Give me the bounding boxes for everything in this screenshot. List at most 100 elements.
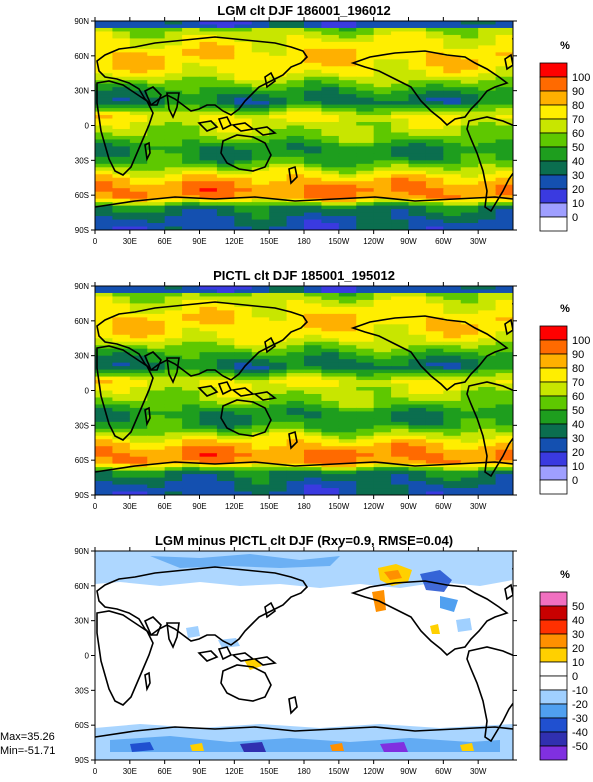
field-cell	[356, 286, 375, 291]
field-cell	[95, 418, 114, 423]
field-cell	[478, 383, 497, 388]
field-cell	[391, 48, 410, 53]
field-cell	[391, 362, 410, 367]
field-cell	[460, 310, 479, 315]
field-cell	[478, 122, 497, 127]
field-cell	[460, 212, 479, 217]
field-cell	[391, 59, 410, 64]
field-cell	[164, 55, 183, 60]
field-cell	[443, 205, 462, 210]
field-cell	[304, 320, 323, 325]
field-cell	[478, 320, 497, 325]
field-cell	[286, 177, 305, 182]
field-cell	[129, 205, 148, 210]
field-cell	[147, 463, 166, 468]
field-cell	[408, 111, 427, 116]
field-cell	[129, 331, 148, 336]
field-cell	[286, 55, 305, 60]
field-cell	[95, 449, 114, 454]
field-cell	[199, 160, 218, 165]
field-cell	[251, 428, 270, 433]
field-cell	[460, 181, 479, 186]
field-cell	[373, 135, 392, 141]
field-cell	[391, 341, 410, 346]
field-cell	[460, 219, 479, 224]
field-cell	[216, 163, 235, 168]
field-cell	[182, 463, 201, 468]
field-cell	[356, 153, 375, 158]
field-cell	[234, 31, 253, 36]
field-cell	[356, 108, 375, 113]
field-cell	[216, 153, 235, 158]
field-cell	[460, 142, 479, 147]
field-cell	[269, 414, 288, 419]
field-cell	[251, 122, 270, 127]
field-cell	[112, 55, 131, 60]
field-cell	[251, 80, 270, 85]
field-cell	[356, 456, 375, 461]
field-cell	[338, 442, 357, 447]
field-cell	[495, 104, 513, 109]
field-cell	[216, 76, 235, 81]
field-cell	[460, 428, 479, 433]
field-cell	[234, 407, 253, 412]
field-cell	[164, 470, 183, 475]
field-cell	[321, 90, 340, 95]
field-cell	[391, 122, 410, 127]
field-cell	[304, 355, 323, 360]
field-cell	[95, 87, 114, 92]
field-cell	[321, 174, 340, 179]
field-cell	[443, 299, 462, 305]
field-cell	[95, 470, 114, 475]
panel-2-map	[95, 286, 513, 495]
field-cell	[234, 397, 253, 402]
field-cell	[234, 362, 253, 367]
field-cell	[356, 76, 375, 81]
field-cell	[321, 324, 340, 329]
field-cell	[495, 467, 513, 472]
field-cell	[391, 289, 410, 294]
field-cell	[251, 387, 270, 392]
field-cell	[182, 393, 201, 399]
field-cell	[251, 327, 270, 332]
field-cell	[112, 76, 131, 81]
field-cell	[460, 184, 479, 189]
field-cell	[182, 470, 201, 475]
field-cell	[425, 327, 444, 332]
field-cell	[164, 286, 183, 291]
field-cell	[112, 327, 131, 332]
field-cell	[321, 48, 340, 53]
field-cell	[234, 439, 253, 444]
field-cell	[495, 122, 513, 127]
field-cell	[112, 411, 131, 416]
field-cell	[408, 195, 427, 200]
field-cell	[338, 21, 357, 26]
field-cell	[304, 488, 323, 493]
field-cell	[478, 128, 497, 134]
field-cell	[129, 310, 148, 315]
field-cell	[391, 292, 410, 298]
field-cell	[199, 101, 218, 106]
field-cell	[321, 184, 340, 189]
field-cell	[286, 449, 305, 454]
field-cell	[269, 181, 288, 186]
field-cell	[286, 181, 305, 186]
field-cell	[286, 383, 305, 388]
field-cell	[495, 55, 513, 60]
field-cell	[216, 376, 235, 381]
field-cell	[95, 366, 114, 371]
field-cell	[269, 177, 288, 182]
field-cell	[286, 421, 305, 426]
field-cell	[199, 94, 218, 99]
field-cell	[408, 310, 427, 315]
field-cell	[356, 390, 375, 395]
field-cell	[460, 202, 479, 207]
field-cell	[269, 491, 288, 495]
field-cell	[112, 118, 131, 123]
field-cell	[460, 345, 479, 350]
field-cell	[112, 202, 131, 207]
field-cell	[112, 160, 131, 165]
field-cell	[112, 428, 131, 433]
colorbar-box	[539, 160, 568, 176]
field-cell	[391, 449, 410, 454]
